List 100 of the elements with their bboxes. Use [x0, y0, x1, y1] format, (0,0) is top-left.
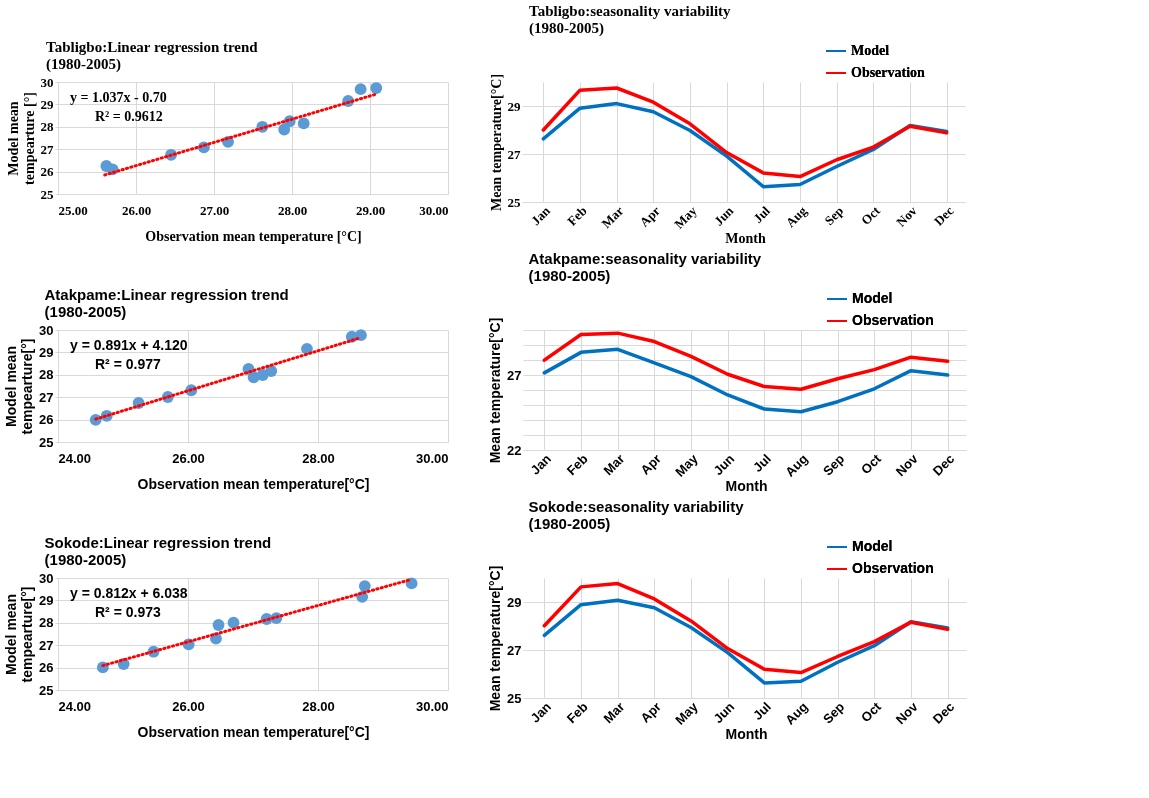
- chart-title: Atakpame:Linear regression trend (1980-2005): [44, 286, 289, 320]
- y-tick-label: 28: [40, 119, 54, 135]
- x-tick-label: 24.00: [58, 698, 92, 714]
- x-tick-label: Jan: [528, 202, 554, 228]
- x-tick-label: 30.00: [415, 698, 449, 714]
- legend-label: Observation: [852, 560, 934, 576]
- annotation: R² = 0.973: [95, 604, 161, 620]
- y-tick-label: 29: [39, 592, 54, 608]
- x-tick-label: Aug: [782, 202, 811, 231]
- chart-title: Tabligbo:Linear regression trend (1980-2005): [46, 39, 259, 73]
- y-tick-label: 26: [39, 412, 54, 428]
- x-axis-title: Observation mean temperature [°C]: [145, 228, 362, 244]
- legend-label: Observation: [851, 65, 926, 80]
- x-tick-label: Dec: [929, 451, 958, 479]
- annotation: y = 0.891x + 4.120: [70, 337, 188, 353]
- y-tick-label: 28: [39, 367, 54, 383]
- x-tick-label: Sep: [819, 699, 848, 727]
- y-tick-label: 25: [39, 434, 54, 450]
- x-tick-label: Mar: [600, 699, 628, 727]
- y-tick-label: 25: [507, 194, 521, 210]
- x-tick-label: Sep: [821, 203, 847, 228]
- y-axis-title: Model mean tempearture[°]: [3, 338, 36, 435]
- x-tick-label: Aug: [782, 451, 811, 480]
- chart-title: Sokode:Linear regression trend (1980-2005): [44, 534, 272, 568]
- x-tick-label: Aug: [782, 699, 811, 728]
- y-axis-title: Model mean tempearture[°]: [3, 586, 36, 683]
- x-tick-label: 28.00: [277, 202, 308, 218]
- y-tick-label: 29: [39, 344, 54, 360]
- x-axis-title: Observation mean temperature[°C]: [137, 723, 370, 740]
- x-tick-label: Jun: [710, 451, 738, 479]
- x-tick-label: Jul: [750, 451, 775, 475]
- y-tick-label: 30: [39, 570, 54, 586]
- x-tick-label: Feb: [564, 203, 590, 229]
- x-tick-label: Nov: [893, 202, 921, 230]
- chart-title: Atakpame:seasonality variability (1980-2005): [528, 250, 762, 284]
- y-tick-label: 27: [39, 637, 54, 653]
- y-tick-label: 26: [39, 660, 54, 676]
- chart-title: Sokode:seasonality variability (1980-2005): [528, 498, 745, 532]
- chart-title: Tabligbo:seasonality variability (1980-2005): [529, 3, 732, 37]
- x-tick-label: 29.00: [355, 202, 386, 218]
- y-tick-label: 25: [40, 186, 54, 202]
- y-axis-title: Mean temperature[°C]: [488, 73, 504, 212]
- y-tick-label: 26: [40, 164, 54, 180]
- y-tick-label: 27: [39, 389, 54, 405]
- x-tick-label: Oct: [858, 202, 884, 228]
- x-tick-label: Feb: [563, 699, 591, 727]
- annotation: y = 0.812x + 6.038: [70, 585, 188, 601]
- y-tick-label: 30: [39, 322, 54, 338]
- x-tick-label: 28.00: [302, 450, 335, 466]
- y-tick-label: 27: [507, 367, 522, 383]
- x-tick-label: Oct: [858, 450, 885, 478]
- x-tick-label: 30.00: [419, 202, 449, 218]
- x-tick-label: Dec: [930, 202, 957, 229]
- y-tick-label: 25: [39, 682, 54, 698]
- x-tick-label: Mar: [598, 202, 627, 232]
- y-tick-label: 29: [507, 98, 521, 114]
- y-tick-label: 25: [507, 690, 522, 706]
- x-axis-title: Observation mean temperature[°C]: [137, 475, 370, 492]
- x-tick-label: Jan: [527, 699, 555, 726]
- legend-label: Observation: [852, 312, 934, 328]
- x-tick-label: Apr: [636, 202, 664, 230]
- x-tick-label: May: [672, 698, 702, 728]
- x-tick-label: Feb: [563, 451, 591, 479]
- x-axis-title: Month: [725, 230, 766, 246]
- y-tick-label: 27: [507, 146, 521, 162]
- x-tick-label: Nov: [892, 450, 922, 480]
- x-tick-label: Dec: [929, 699, 958, 727]
- line-series: [541, 86, 949, 179]
- x-tick-label: Nov: [892, 698, 922, 728]
- line-series: [542, 347, 950, 414]
- annotation: R² = 0.9612: [95, 109, 163, 124]
- y-tick-label: 28: [39, 615, 54, 631]
- x-tick-label: 26.00: [121, 202, 152, 218]
- x-tick-label: Jun: [710, 699, 738, 727]
- x-tick-label: May: [672, 450, 702, 480]
- y-axis-title: Mean temperature[°C]: [487, 565, 504, 712]
- x-tick-label: 25.00: [58, 202, 88, 218]
- line-series: [542, 581, 950, 675]
- line-series: [542, 331, 950, 391]
- legend-label: Model: [851, 43, 890, 58]
- x-tick-label: Sep: [819, 451, 848, 479]
- x-tick-label: Apr: [637, 451, 665, 478]
- x-tick-label: 26.00: [172, 450, 205, 466]
- x-tick-label: 28.00: [302, 698, 335, 714]
- y-tick-label: 29: [40, 96, 54, 112]
- x-axis-title: Month: [725, 477, 768, 494]
- y-tick-label: 22: [507, 442, 522, 458]
- x-tick-label: May: [671, 202, 701, 232]
- x-tick-label: 24.00: [58, 450, 92, 466]
- y-tick-label: 29: [507, 594, 522, 610]
- y-tick-label: 27: [40, 141, 54, 157]
- y-axis-title: Model mean tempearture [°]: [5, 92, 37, 185]
- legend-label: Model: [852, 538, 893, 554]
- annotation: R² = 0.977: [95, 356, 161, 372]
- y-axis-title: Mean temperature[°C]: [487, 317, 504, 464]
- annotation: y = 1.037x - 0.70: [70, 90, 167, 105]
- x-tick-label: Jul: [750, 202, 774, 226]
- x-tick-label: 30.00: [415, 450, 449, 466]
- x-tick-label: Jun: [710, 202, 737, 229]
- x-tick-label: Oct: [858, 698, 885, 726]
